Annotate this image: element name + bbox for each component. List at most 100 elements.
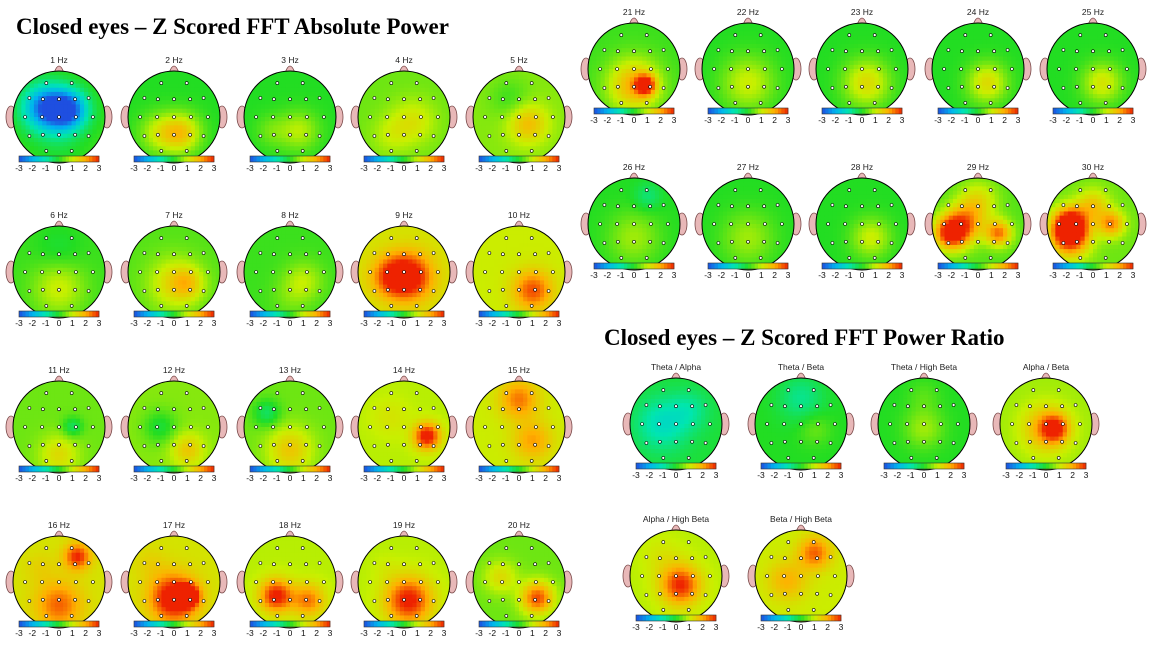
- electrode-marker: [201, 444, 206, 448]
- electrode-marker: [632, 240, 636, 244]
- electrode-marker: [188, 562, 192, 567]
- electrode-marker: [828, 593, 833, 597]
- color-scale-tick: -3: [632, 470, 640, 480]
- electrode-marker: [769, 441, 774, 445]
- color-scale-tick: -2: [373, 163, 382, 173]
- head-outline: [127, 535, 221, 629]
- electrode-marker: [769, 593, 774, 597]
- electrode-marker: [758, 256, 763, 260]
- electrode-marker: [815, 556, 819, 561]
- color-scale-tick: 2: [825, 470, 831, 480]
- electrode-marker: [27, 444, 32, 448]
- electrode-marker: [1120, 203, 1125, 207]
- electrode-marker: [616, 240, 620, 244]
- head-topomap-plot: [350, 65, 458, 164]
- electrode-marker: [602, 86, 607, 90]
- electrode-marker: [762, 85, 766, 89]
- electrode-marker: [733, 188, 738, 192]
- head-topomap-plot: [808, 17, 916, 116]
- head-topomap-plot: [622, 372, 730, 471]
- topomap-label: 27 Hz: [736, 162, 760, 172]
- color-scale-tick: 3: [556, 163, 562, 173]
- electrode-marker: [156, 133, 160, 137]
- color-scale-tick: 3: [441, 473, 447, 483]
- electrode-marker: [909, 456, 914, 460]
- color-scale-tick: -2: [488, 163, 497, 173]
- electrode-marker: [69, 236, 74, 240]
- electrode-marker: [258, 289, 263, 293]
- electrode-marker: [372, 289, 377, 293]
- head-topomap-plot: [465, 530, 573, 629]
- electrode-marker: [1073, 441, 1078, 445]
- color-scale-tick: 3: [211, 628, 217, 638]
- electrode-marker: [959, 222, 963, 226]
- electrode-marker: [517, 407, 521, 412]
- electrode-marker: [322, 115, 326, 119]
- electrode-marker: [27, 251, 32, 255]
- electrode-marker: [44, 546, 49, 550]
- electrode-marker: [746, 222, 750, 226]
- color-scale-tick: 0: [745, 270, 751, 280]
- electrode-marker: [69, 459, 74, 463]
- topomap-label: 12 Hz: [162, 365, 186, 375]
- electrode-marker: [414, 304, 419, 308]
- topomap-label: 28 Hz: [850, 162, 874, 172]
- head-outline: [12, 535, 106, 629]
- electrode-marker: [500, 580, 504, 584]
- head-topomap-plot: [580, 17, 688, 116]
- electrode-marker: [762, 204, 766, 209]
- topomap: 2 Hz -3 -2 -1 0 1 2 3: [118, 55, 230, 177]
- color-scale-tick: 0: [516, 473, 522, 483]
- electrode-marker: [860, 240, 864, 244]
- electrode-marker: [300, 546, 305, 550]
- color-scale-tick: 1: [934, 470, 940, 480]
- electrode-marker: [86, 96, 91, 100]
- electrode-marker: [674, 556, 678, 561]
- electrode-marker: [368, 425, 372, 429]
- color-scale-tick: 3: [838, 470, 844, 480]
- electrode-marker: [372, 251, 377, 255]
- electrode-marker: [155, 580, 159, 584]
- color-scale-tick: -3: [475, 473, 483, 483]
- electrode-marker: [272, 443, 276, 447]
- electrode-marker: [763, 222, 767, 226]
- color-scale-tick: 1: [414, 628, 420, 638]
- electrode-marker: [414, 391, 419, 395]
- head-topomap-plot: [350, 530, 458, 629]
- head-topomap-plot: [120, 530, 228, 629]
- electrode-marker: [833, 422, 837, 426]
- head-outline: [931, 22, 1025, 116]
- color-scale-bar: [133, 155, 215, 163]
- electrode-marker: [769, 403, 774, 407]
- head-outline: [1046, 177, 1140, 271]
- color-scale-tick: 1: [529, 318, 535, 328]
- color-scale-ticks: -3 -2 -1 0 1 2 3: [475, 473, 563, 485]
- electrode-marker: [159, 459, 164, 463]
- electrode-marker: [368, 115, 372, 119]
- head-topomap-plot: [236, 220, 344, 319]
- topomap: 22 Hz -3 -2 -1 0 1 2 3: [692, 7, 804, 129]
- electrode-marker: [386, 407, 390, 412]
- electrode-marker: [934, 388, 939, 392]
- electrode-marker: [730, 49, 734, 54]
- topomap: Beta / High Beta -3 -2 -1 0 1 2 3: [745, 514, 857, 636]
- power-ratio-title: Closed eyes – Z Scored FFT Power Ratio: [604, 325, 1005, 350]
- electrode-marker: [963, 33, 968, 37]
- electrode-marker: [156, 598, 160, 602]
- color-scale-tick: 1: [811, 622, 817, 632]
- color-scale-tick: -2: [488, 628, 497, 638]
- electrode-marker: [786, 388, 791, 392]
- electrode-marker: [272, 407, 276, 412]
- electrode-marker: [372, 134, 377, 138]
- electrode-marker: [661, 241, 666, 245]
- topomap-label: Beta / High Beta: [770, 514, 832, 524]
- electrode-marker: [156, 288, 160, 292]
- color-scale-ticks: -3 -2 -1 0 1 2 3: [475, 628, 563, 640]
- topomap-label: 22 Hz: [736, 7, 760, 17]
- color-scale-tick: -2: [770, 622, 779, 632]
- electrode-marker: [892, 441, 897, 445]
- color-scale-tick: -2: [28, 628, 37, 638]
- electrode-marker: [1091, 67, 1095, 71]
- electrode-marker: [657, 574, 661, 578]
- electrode-marker: [892, 403, 897, 407]
